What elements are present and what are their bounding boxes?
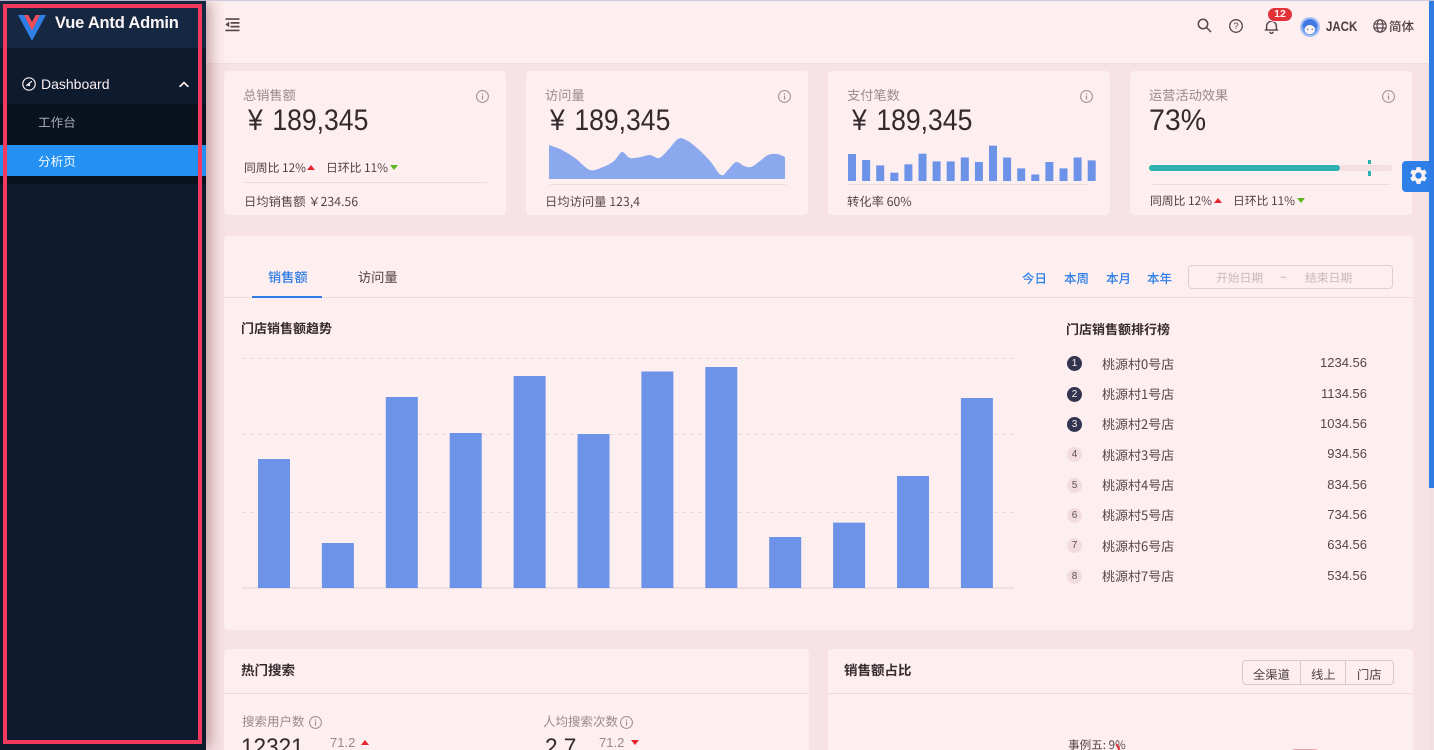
svg-text:?: ?	[1233, 21, 1238, 32]
